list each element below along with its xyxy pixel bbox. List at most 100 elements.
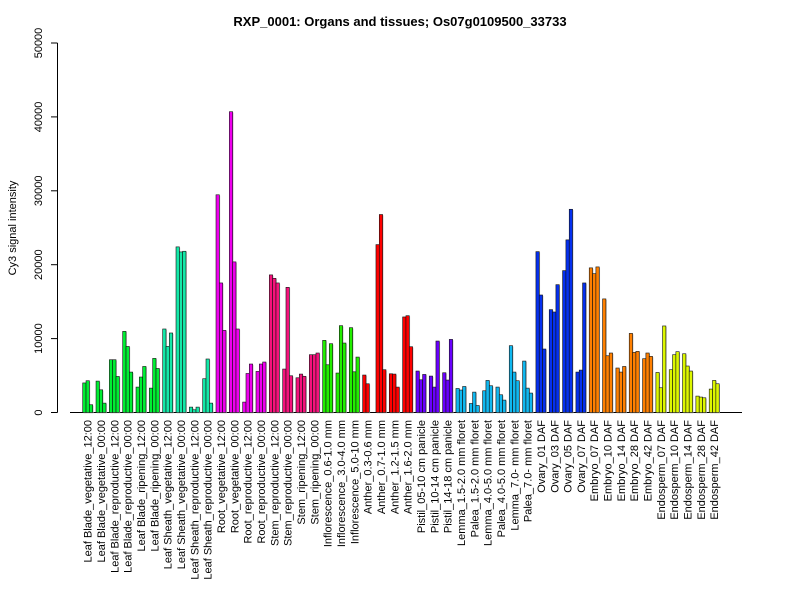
x-tick-label: Root_reproductive_00:00: [256, 420, 268, 544]
x-tick-label: Root_reproductive_12:00: [243, 420, 255, 544]
x-tick-label: Endosperm_28 DAF: [696, 420, 708, 520]
bar: [365, 383, 370, 413]
x-tick-label: Anther_1.6-2.0 mm: [403, 420, 415, 514]
x-tick-label: Ovary_03 DAF: [549, 420, 561, 493]
x-tick-label: Endosperm_42 DAF: [709, 420, 721, 520]
x-tick-label: Palea_1.5-2.0 mm floret: [469, 420, 481, 537]
bar: [608, 352, 613, 413]
bar: [595, 266, 600, 413]
x-tick-label: Leaf Blade_ripening_12:00: [136, 420, 148, 552]
bar: [285, 287, 290, 413]
bar: [575, 371, 580, 413]
bar: [269, 274, 273, 413]
bar: [562, 270, 567, 413]
bar: [635, 351, 640, 413]
bar: [582, 282, 587, 413]
bar: [219, 282, 223, 413]
bar: [315, 352, 320, 413]
bar: [448, 339, 453, 413]
x-tick-label: Stem_reproductive_12:00: [269, 420, 281, 546]
bar: [588, 267, 593, 413]
bar: [152, 358, 157, 413]
bar: [352, 371, 357, 413]
bar: [195, 406, 200, 413]
bar: [688, 370, 693, 413]
bar: [205, 358, 210, 413]
bar: [698, 396, 703, 413]
x-tick-label: Ovary_05 DAF: [563, 420, 575, 493]
x-tick-label: Anther_0.7-1.0 mm: [376, 420, 388, 514]
bar: [338, 325, 343, 413]
bar: [502, 399, 507, 413]
bar: [512, 371, 517, 413]
bar: [309, 354, 313, 413]
bar: [282, 368, 287, 413]
x-tick-label: Leaf Blade_vegetative_00:00: [96, 420, 108, 563]
bar: [702, 397, 707, 413]
x-tick-label: Inflorescence_5.0-10 mm: [349, 420, 361, 544]
y-tick-label: 0: [33, 409, 45, 415]
bar: [522, 360, 527, 413]
x-tick-label: Anther_1.2-1.5 mm: [389, 420, 401, 514]
bar: [515, 380, 520, 413]
x-tick-label: Stem_ripening_12:00: [296, 420, 308, 525]
x-tick-label: Ovary_01 DAF: [536, 420, 548, 493]
bar: [435, 340, 440, 413]
x-tick-label: Root_vegetative_12:00: [216, 420, 228, 533]
x-tick-label: Palea_7.0- mm floret: [523, 420, 535, 522]
bar: [229, 111, 233, 413]
bar: [695, 395, 700, 413]
bar: [542, 348, 547, 413]
bar: [348, 327, 353, 413]
y-tick-label: 20000: [33, 249, 45, 280]
bar: [299, 373, 303, 413]
bar: [222, 330, 227, 413]
y-tick-label: 30000: [33, 176, 45, 207]
bar: [615, 367, 620, 413]
bar: [618, 371, 623, 413]
bar: [498, 394, 503, 413]
x-tick-label: Palea_4.0-5.0 mm floret: [496, 420, 508, 537]
bar: [102, 402, 107, 413]
bar: [712, 380, 717, 413]
bar: [475, 405, 480, 413]
bar: [275, 282, 280, 413]
bar: [508, 345, 513, 413]
bar: [82, 382, 87, 413]
bar: [189, 406, 193, 413]
bar: [682, 353, 687, 413]
x-tick-label: Anther_0.3-0.6 mm: [363, 420, 375, 514]
x-tick-label: Embryo_10 DAF: [603, 420, 615, 502]
x-tick-label: Endosperm_14 DAF: [683, 420, 695, 520]
bar: [202, 378, 207, 413]
x-tick-label: Embryo_07 DAF: [589, 420, 601, 502]
x-tick-label: Embryo_14 DAF: [616, 420, 628, 502]
bar: [89, 404, 93, 413]
bar: [122, 331, 127, 413]
bar: [685, 365, 690, 413]
bar: [182, 250, 187, 413]
x-tick-label: Leaf Sheath_vegetative_12:00: [163, 420, 175, 569]
bar: [482, 390, 487, 413]
bar: [272, 277, 277, 413]
bar: [602, 298, 607, 413]
bar: [405, 315, 410, 413]
bar: [418, 379, 423, 413]
bar: [645, 352, 650, 413]
bar: [432, 386, 437, 413]
x-tick-label: Leaf Blade_ripening_00:00: [149, 420, 161, 552]
x-tick-label: Stem_ripening_00:00: [309, 420, 321, 525]
x-tick-label: Leaf Blade_reproductive_12:00: [109, 420, 121, 573]
bar: [468, 403, 473, 413]
bar: [109, 359, 113, 413]
bar: [175, 246, 180, 413]
bar: [395, 386, 400, 413]
bar: [675, 351, 680, 413]
bar: [232, 261, 237, 413]
bar: [388, 373, 393, 413]
bar: [428, 375, 433, 413]
bar: [392, 373, 397, 413]
x-tick-label: Endosperm_10 DAF: [669, 420, 681, 520]
bar: [552, 311, 557, 413]
